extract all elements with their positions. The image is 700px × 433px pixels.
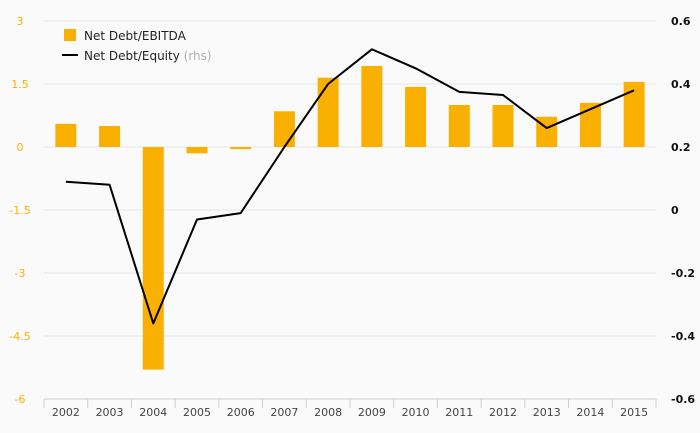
legend: Net Debt/EBITDA Net Debt/Equity (rhs) xyxy=(62,29,212,63)
y-right-tick-label: 0.6 xyxy=(671,15,691,28)
x-tick-label: 2004 xyxy=(139,406,167,419)
x-tick-label: 2010 xyxy=(402,406,430,419)
x-tick-label: 2013 xyxy=(533,406,561,419)
bar xyxy=(492,105,514,147)
x-tick-label: 2012 xyxy=(489,406,517,419)
bar xyxy=(579,102,601,147)
y-left-tick-label: -3 xyxy=(15,267,26,280)
line-series xyxy=(65,48,635,325)
x-tick-label: 2003 xyxy=(96,406,124,419)
bar xyxy=(55,123,77,147)
y-left-tick-label: 3 xyxy=(17,15,24,28)
line-path xyxy=(65,48,635,325)
x-tick-label: 2014 xyxy=(576,406,604,419)
y-right-tick-label: -0.2 xyxy=(671,267,695,280)
y-left-tick-label: -6 xyxy=(15,393,26,406)
y-left-tick-label: -4.5 xyxy=(9,330,30,343)
axes: 3 1.5 0 -1.5 -3 -4.5 -6 0.6 0.4 0.2 0 -0.2 -0.4 -0.6 2… xyxy=(9,15,695,419)
x-tick-label: 2007 xyxy=(270,406,298,419)
x-tick-label: 2002 xyxy=(52,406,80,419)
bar xyxy=(186,147,208,154)
y-right-tick-label: 0.4 xyxy=(671,78,691,91)
bar xyxy=(317,77,339,147)
legend-bar-swatch xyxy=(64,29,76,41)
x-tick-label: 2011 xyxy=(445,406,473,419)
bar xyxy=(273,111,295,147)
y-right-tick-label: -0.4 xyxy=(671,330,695,343)
gridlines xyxy=(44,20,656,400)
y-left-tick-label: -1.5 xyxy=(9,204,30,217)
x-tick-label: 2006 xyxy=(227,406,255,419)
y-left-tick-label: 0 xyxy=(17,141,24,154)
legend-line-label: Net Debt/Equity (rhs) xyxy=(84,49,212,63)
bar xyxy=(405,86,427,147)
legend-bar-label: Net Debt/EBITDA xyxy=(84,29,187,43)
y-right-tick-label: -0.6 xyxy=(671,393,695,406)
bar xyxy=(361,65,383,147)
bar xyxy=(99,126,121,147)
bar xyxy=(230,147,252,150)
legend-line-name: Net Debt/Equity xyxy=(84,49,180,63)
bar-series xyxy=(55,65,645,370)
x-tick-label: 2008 xyxy=(314,406,342,419)
x-tick-label: 2005 xyxy=(183,406,211,419)
y-left-tick-label: 1.5 xyxy=(11,78,29,91)
y-right-tick-label: 0 xyxy=(671,204,679,217)
x-tick-label: 2015 xyxy=(620,406,648,419)
y-right-tick-label: 0.2 xyxy=(671,141,691,154)
bar xyxy=(623,81,645,147)
x-tick-label: 2009 xyxy=(358,406,386,419)
bar xyxy=(142,147,164,370)
legend-line-note: (rhs) xyxy=(184,49,212,63)
bar xyxy=(448,105,470,147)
